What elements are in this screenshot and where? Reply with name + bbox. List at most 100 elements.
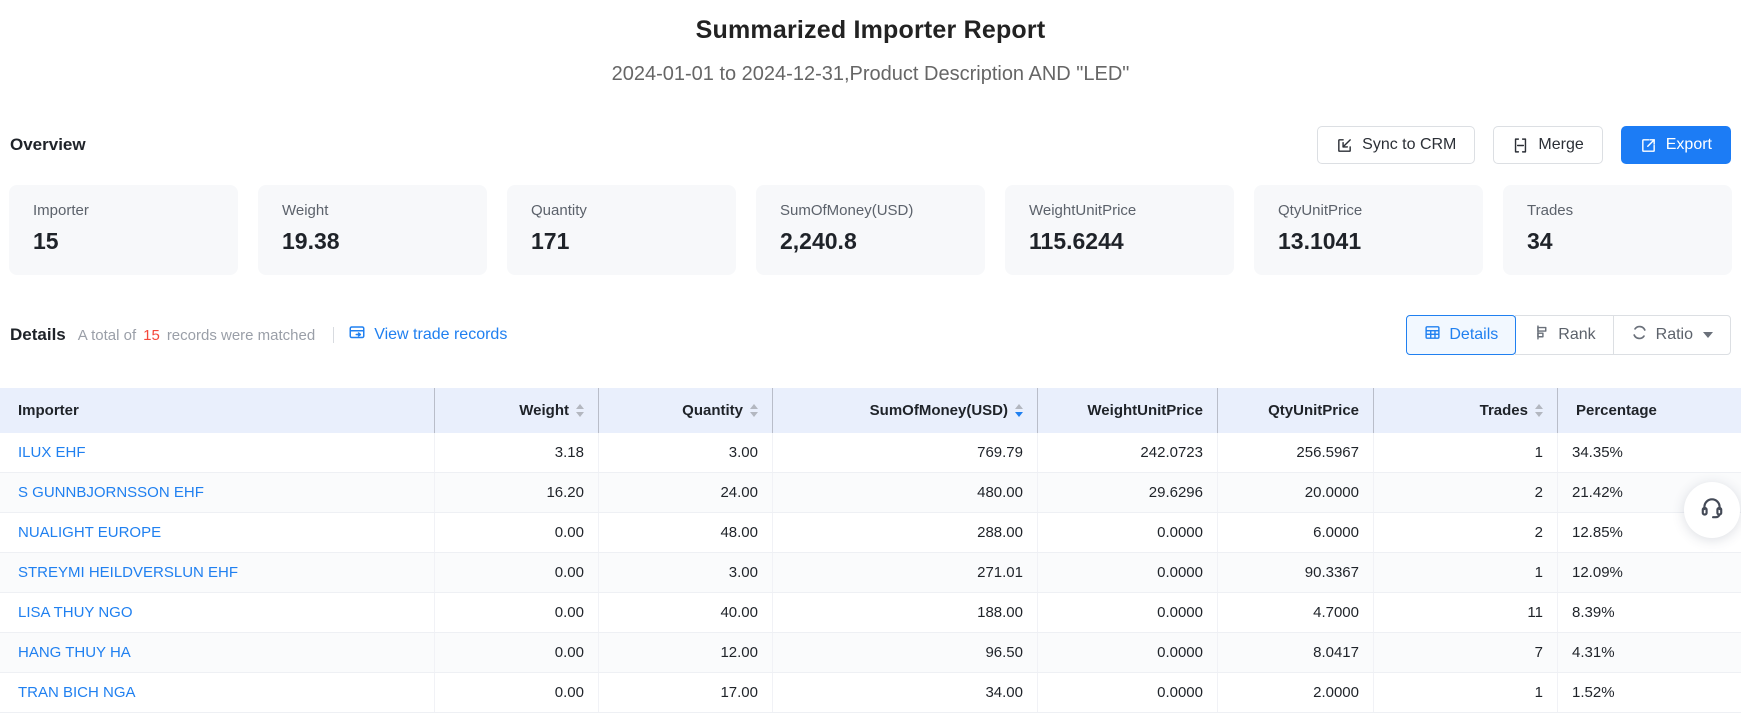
importer-link[interactable]: S GUNNBJORNSSON EHF [18,484,204,501]
quantity-cell: 3.00 [598,553,772,592]
column-header-importer: Importer [18,402,79,419]
page-title: Summarized Importer Report [695,16,1046,44]
column-header-weight[interactable]: Weight [434,388,598,433]
matched-summary: A total of 15 records were matched [78,327,315,344]
merge-label: Merge [1538,136,1584,153]
qty-unit-price-cell: 4.7000 [1217,593,1373,632]
details-heading: Details [10,325,66,344]
stat-label: Importer [33,202,89,219]
overview-stat-cards: Importer 15 Weight 19.38 Quantity 171 Su… [9,185,1732,275]
export-arrow-box-icon [1640,137,1657,154]
qty-unit-price-cell: 8.0417 [1217,633,1373,672]
stat-card-weight-unit-price: WeightUnitPrice 115.6244 [1005,185,1234,275]
sort-arrows-icon[interactable] [1015,404,1023,417]
qty-unit-price-cell: 256.5967 [1217,433,1373,472]
merge-button[interactable]: Merge [1493,126,1603,164]
sort-arrows-icon[interactable] [576,404,584,417]
table-header-row: Importer Weight Quantity SumOfMoney(USD)… [0,388,1741,433]
sum-cell: 34.00 [772,673,1037,712]
column-header-quantity[interactable]: Quantity [598,388,772,433]
sum-cell: 96.50 [772,633,1037,672]
importer-link[interactable]: STREYMI HEILDVERSLUN EHF [18,564,239,581]
weight-unit-price-cell: 242.0723 [1037,433,1217,472]
stat-value: 171 [531,228,570,254]
weight-unit-price-cell: 0.0000 [1037,593,1217,632]
table-row: S GUNNBJORNSSON EHF 16.20 24.00 480.00 2… [0,473,1741,513]
percentage-cell: 1.52% [1557,673,1741,712]
stat-card-importer: Importer 15 [9,185,238,275]
divider [333,327,335,343]
stat-label: Weight [282,202,329,219]
weight-cell: 0.00 [434,593,598,632]
window-arrow-icon [348,324,366,347]
trades-cell: 1 [1373,673,1557,712]
table-grid-icon [1424,324,1441,346]
support-button[interactable] [1684,482,1740,538]
percentage-cell: 21.42% [1557,473,1741,512]
column-header-weight-unit-price: WeightUnitPrice [1037,388,1217,433]
percentage-cell: 4.31% [1557,633,1741,672]
tab-details-label: Details [1449,326,1499,343]
page-subtitle: 2024-01-01 to 2024-12-31,Product Descrip… [611,63,1130,85]
stat-value: 2,240.8 [780,228,857,254]
matched-count: 15 [143,326,160,344]
export-label: Export [1665,136,1712,153]
importer-link[interactable]: ILUX EHF [18,444,86,461]
weight-cell: 0.00 [434,513,598,552]
tab-details[interactable]: Details [1406,315,1517,355]
weight-unit-price-cell: 0.0000 [1037,673,1217,712]
importer-link[interactable]: TRAN BICH NGA [18,684,136,701]
trades-cell: 7 [1373,633,1557,672]
stat-label: WeightUnitPrice [1029,202,1137,219]
sum-cell: 288.00 [772,513,1037,552]
toolbar-buttons: Sync to CRM Merge Export [1317,126,1731,164]
tab-rank[interactable]: Rank [1515,315,1614,355]
table-row: HANG THUY HA 0.00 12.00 96.50 0.0000 8.0… [0,633,1741,673]
stat-card-trades: Trades 34 [1503,185,1732,275]
qty-unit-price-cell: 6.0000 [1217,513,1373,552]
importer-link[interactable]: HANG THUY HA [18,644,131,661]
column-header-sum-of-money[interactable]: SumOfMoney(USD) [772,388,1037,433]
details-bar: Details A total of 15 records were match… [0,315,1741,355]
trades-cell: 11 [1373,593,1557,632]
importer-table: Importer Weight Quantity SumOfMoney(USD)… [0,388,1741,713]
stat-label: Trades [1527,202,1574,219]
percentage-cell: 12.85% [1557,513,1741,552]
column-header-trades[interactable]: Trades [1373,388,1557,433]
tab-ratio[interactable]: Ratio [1612,315,1731,355]
export-button[interactable]: Export [1620,126,1731,164]
quantity-cell: 12.00 [598,633,772,672]
stat-card-quantity: Quantity 171 [507,185,736,275]
quantity-cell: 17.00 [598,673,772,712]
overview-heading: Overview [10,135,86,154]
weight-unit-price-cell: 29.6296 [1037,473,1217,512]
sort-arrows-icon[interactable] [1535,404,1543,417]
table-row: NUALIGHT EUROPE 0.00 48.00 288.00 0.0000… [0,513,1741,553]
sort-arrows-icon[interactable] [750,404,758,417]
merge-panels-icon [1512,137,1529,154]
headset-icon [1699,495,1725,526]
report-header: Summarized Importer Report 2024-01-01 to… [0,0,1741,86]
view-trade-records-link[interactable]: View trade records [348,324,507,347]
quantity-cell: 3.00 [598,433,772,472]
importer-link[interactable]: NUALIGHT EUROPE [18,524,162,541]
sync-to-crm-button[interactable]: Sync to CRM [1317,126,1476,164]
qty-unit-price-cell: 20.0000 [1217,473,1373,512]
weight-cell: 3.18 [434,433,598,472]
column-header-qty-unit-price: QtyUnitPrice [1217,388,1373,433]
table-row: TRAN BICH NGA 0.00 17.00 34.00 0.0000 2.… [0,673,1741,713]
stat-card-sum-of-money: SumOfMoney(USD) 2,240.8 [756,185,985,275]
stat-label: SumOfMoney(USD) [780,202,914,219]
sum-cell: 480.00 [772,473,1037,512]
overview-toolbar: Overview Sync to CRM Merge [0,126,1741,164]
qty-unit-price-cell: 90.3367 [1217,553,1373,592]
percentage-cell: 8.39% [1557,593,1741,632]
stat-value: 15 [33,228,59,254]
trades-cell: 1 [1373,553,1557,592]
weight-cell: 0.00 [434,673,598,712]
sum-cell: 769.79 [772,433,1037,472]
importer-link[interactable]: LISA THUY NGO [18,604,133,621]
weight-unit-price-cell: 0.0000 [1037,553,1217,592]
table-row: LISA THUY NGO 0.00 40.00 188.00 0.0000 4… [0,593,1741,633]
weight-unit-price-cell: 0.0000 [1037,513,1217,552]
